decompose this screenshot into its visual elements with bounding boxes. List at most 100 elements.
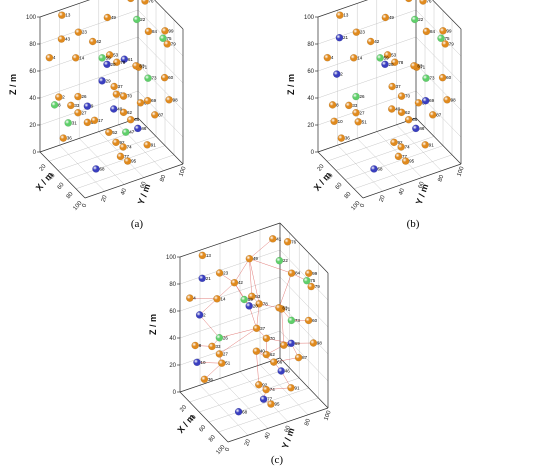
y-tick-label: 20 [379,194,387,203]
data-point [186,294,194,302]
data-point-label: 26 [82,94,88,99]
connection-edge [216,282,235,299]
data-point-label: 13 [65,13,71,18]
data-point [438,73,447,82]
box-edge [415,117,462,165]
data-point [136,99,145,107]
x-tick-label: 40 [189,414,198,423]
connection-edge [273,357,299,363]
data-point-label: 47 [129,130,135,135]
data-point [259,395,268,403]
z-tick-label: 40 [29,96,36,102]
data-point-label: 37 [260,326,266,331]
data-point-label: 84 [430,29,436,34]
z-tick-label: 80 [307,42,314,48]
data-point [437,34,445,43]
data-point [200,375,209,384]
data-point [422,74,430,82]
data-point [74,28,83,36]
grid-line [344,145,444,180]
grid-line [317,0,368,18]
y-tick-label: 100 [457,165,466,177]
data-point-label: 99 [169,28,175,33]
data-point [50,101,59,109]
grid-line [219,378,269,429]
data-point [234,407,243,416]
data-point-label: 49 [389,15,395,20]
data-point [270,358,278,366]
data-point [328,101,337,109]
data-point-label: 69 [151,98,157,103]
data-point [388,82,396,91]
data-point [376,54,384,62]
data-point-label: 20 [389,62,395,67]
data-point [120,55,129,64]
data-point [195,311,204,319]
x-tick-label: 80 [66,191,75,200]
grid-line [335,136,435,171]
data-point-label: 21 [343,35,349,40]
data-point-label: 79 [449,41,455,46]
y-tick-label: 60 [140,180,148,189]
data-point-label: 20 [111,62,117,67]
data-point-label: 33 [74,103,80,108]
data-point [387,105,396,113]
data-point [198,251,207,260]
box-edge [39,0,91,18]
data-point [335,33,344,42]
z-tick-label: 80 [29,42,36,48]
grid-line [357,138,403,185]
data-point-label: 98 [317,341,323,346]
data-point-label: 98 [173,97,179,102]
data-point [429,111,437,119]
y-axis-title: Y / m [280,427,297,450]
data-point-label: 23 [223,271,229,276]
y-tick-label: 40 [398,187,406,196]
data-point [252,324,261,333]
z-tick-label: 20 [169,363,176,369]
data-point [307,282,315,291]
data-point-label: 99 [447,28,453,33]
data-point-label: 21 [206,276,212,281]
data-point [240,295,248,304]
connection-edge [266,387,292,390]
connection-edge [199,314,220,338]
data-point [269,235,277,243]
grid-line [218,397,319,433]
connection-edge [249,238,273,259]
data-point-label: 95 [275,402,281,407]
data-point-label: 95 [131,159,137,164]
data-point [58,11,66,19]
data-point-label: 61 [128,57,134,62]
data-point-label: 91 [429,142,435,147]
data-point [277,367,285,375]
grid-line [66,145,166,180]
y-axis-line [227,407,329,443]
box-edge [179,357,281,393]
data-point [215,333,224,342]
data-point-label: 78 [263,301,269,306]
y-tick-label: 20 [244,438,252,447]
data-point [45,53,54,62]
data-point-label: 60 [446,75,452,80]
data-point [191,341,199,350]
data-point-label: 78 [120,60,126,65]
data-point [245,254,254,263]
grid-line [179,249,281,285]
data-point [287,384,295,392]
connection-edge [266,338,292,344]
z-tick-label: 80 [169,282,176,288]
data-point [151,111,159,119]
data-point-label: 46 [419,126,425,131]
data-point [198,274,206,283]
data-point [98,54,106,62]
connection-edge [219,328,257,355]
y-axis-title: Y / m [136,183,153,206]
data-point-label: 4 [53,55,56,60]
data-point-label: 78 [398,60,404,65]
y-tick-label: 80 [437,174,445,183]
y-tick-label: 20 [101,194,109,203]
data-point-label: 37 [396,84,402,89]
